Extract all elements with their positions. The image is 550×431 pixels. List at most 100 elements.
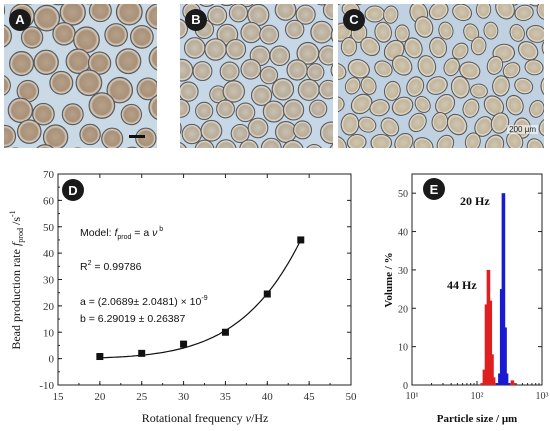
- bead: [4, 75, 11, 96]
- bead: [36, 144, 54, 148]
- data-point: [96, 353, 104, 361]
- panel-label-a: A: [9, 9, 31, 31]
- bead-field-b: [180, 4, 333, 148]
- data-point: [297, 236, 305, 244]
- bead: [322, 4, 333, 21]
- bead: [222, 80, 245, 103]
- bead: [4, 4, 5, 5]
- y-tick-label-d: 10: [43, 327, 55, 339]
- y-tick-label-d: 30: [43, 275, 55, 287]
- bead: [259, 66, 279, 85]
- bead: [495, 4, 515, 20]
- micrograph-a: A: [4, 4, 157, 148]
- bead: [329, 143, 333, 148]
- bead: [120, 103, 143, 126]
- bead: [250, 84, 273, 106]
- x-tick-label-d: 45: [304, 391, 316, 403]
- bead: [413, 137, 434, 148]
- r2-annotation: R2 = 0.99786: [80, 260, 142, 273]
- bead: [180, 142, 187, 148]
- bead: [462, 98, 480, 118]
- bead: [483, 21, 499, 40]
- bead: [135, 127, 157, 148]
- x-tick-label-d: 25: [136, 391, 148, 403]
- bead: [136, 77, 157, 101]
- bead: [330, 28, 333, 42]
- bead: [347, 59, 370, 79]
- bead-field-c: [338, 4, 544, 148]
- bead: [536, 4, 544, 20]
- bead: [239, 139, 259, 148]
- bead: [408, 112, 427, 133]
- bead: [235, 102, 256, 123]
- x-tick-label-d: 20: [94, 391, 106, 403]
- panel-label-d: D: [68, 183, 77, 198]
- bead: [271, 78, 295, 101]
- bead: [438, 21, 454, 40]
- bead: [330, 64, 333, 77]
- bead: [436, 134, 455, 148]
- bead: [4, 5, 6, 16]
- bead: [79, 123, 101, 146]
- scale-label-c: 200 μm: [507, 125, 538, 134]
- bead: [75, 69, 103, 97]
- bead: [192, 61, 213, 82]
- bead: [200, 119, 223, 142]
- bead: [269, 45, 291, 67]
- bead: [247, 117, 269, 139]
- bead: [106, 76, 134, 104]
- bead: [514, 77, 534, 95]
- bead: [524, 59, 544, 76]
- bead: [61, 103, 84, 126]
- bead: [87, 51, 112, 75]
- bead: [360, 36, 381, 56]
- bead: [340, 37, 358, 57]
- bead: [306, 143, 322, 148]
- bead: [344, 77, 361, 95]
- bead: [443, 57, 460, 77]
- bead: [525, 25, 544, 43]
- bead: [88, 4, 112, 23]
- bead: [374, 60, 393, 78]
- bead: [486, 55, 504, 75]
- y-tick-label-d: 0: [49, 354, 55, 366]
- bead: [49, 70, 74, 95]
- x-tick-label-d: 50: [346, 391, 358, 403]
- data-point: [221, 328, 229, 336]
- bead: [115, 48, 142, 75]
- x-tick-label-d: 35: [220, 391, 232, 403]
- data-point: [180, 340, 188, 348]
- bead: [370, 133, 393, 148]
- bead: [509, 24, 525, 42]
- model-annotation: Model: fprod = a ν b: [80, 226, 163, 241]
- x-tick-label-d: 40: [262, 391, 274, 403]
- bead: [540, 75, 544, 99]
- bead: [394, 24, 410, 43]
- bead: [293, 120, 313, 140]
- x-tick-label-d: 15: [53, 391, 65, 403]
- bead: [32, 102, 55, 126]
- y-tick-label-d: 60: [43, 195, 55, 207]
- bead: [358, 116, 377, 133]
- bead: [284, 19, 305, 40]
- bead: [282, 99, 305, 121]
- bead: [59, 4, 86, 26]
- bead: [374, 21, 392, 43]
- bead: [308, 99, 328, 118]
- bead: [394, 132, 414, 148]
- bead: [380, 117, 400, 137]
- bead: [274, 4, 297, 21]
- bead: [452, 4, 473, 22]
- bead: [88, 92, 116, 119]
- bead: [475, 4, 492, 19]
- bead: [470, 36, 487, 56]
- bead: [295, 4, 316, 25]
- bead: [148, 94, 157, 120]
- bead: [33, 49, 59, 75]
- bead: [526, 138, 544, 148]
- bead: [319, 121, 333, 145]
- bead: [391, 96, 414, 116]
- bead: [101, 127, 124, 148]
- bead: [316, 4, 328, 6]
